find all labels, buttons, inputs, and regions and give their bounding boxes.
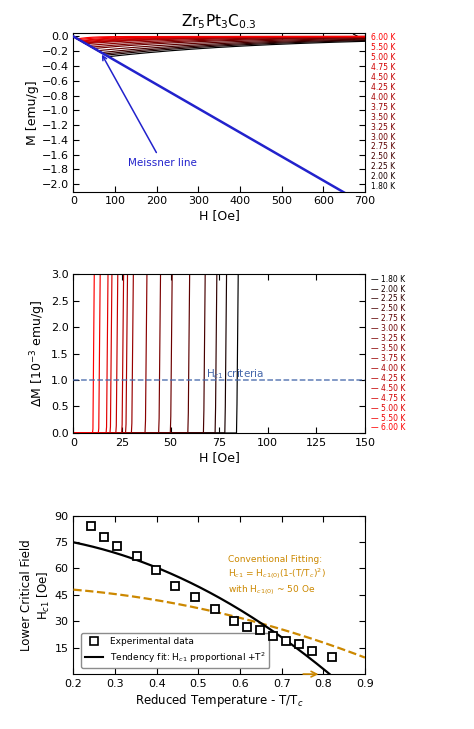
Title: Zr$_5$Pt$_3$C$_{0.3}$: Zr$_5$Pt$_3$C$_{0.3}$: [182, 12, 257, 31]
Y-axis label: $\Delta$M [10$^{-3}$ emu/g]: $\Delta$M [10$^{-3}$ emu/g]: [28, 300, 48, 408]
Text: — 3.50 K: — 3.50 K: [371, 344, 405, 353]
Text: — 3.25 K: — 3.25 K: [371, 334, 405, 343]
X-axis label: Reduced Temperature - T/T$_c$: Reduced Temperature - T/T$_c$: [135, 692, 303, 709]
Text: H$_{c1}$ criteria: H$_{c1}$ criteria: [206, 367, 264, 381]
Text: — 4.75 K: — 4.75 K: [371, 394, 405, 402]
Text: — 2.00 K: — 2.00 K: [371, 284, 405, 294]
Text: — 6.00 K: — 6.00 K: [371, 424, 405, 432]
Text: — 1.80 K: — 1.80 K: [371, 275, 405, 284]
Text: — 2.50 K: — 2.50 K: [371, 305, 405, 313]
Text: 4.25 K: 4.25 K: [371, 83, 395, 92]
Legend: Experimental data, Tendency fit: H$_{c1}$ proportional +T$^2$: Experimental data, Tendency fit: H$_{c1}…: [81, 633, 269, 668]
Y-axis label: M [emu/g]: M [emu/g]: [26, 80, 39, 144]
Text: 3.00 K: 3.00 K: [371, 133, 395, 141]
Text: 2.00 K: 2.00 K: [371, 172, 395, 182]
Text: 4.00 K: 4.00 K: [371, 93, 395, 102]
Text: 4.75 K: 4.75 K: [371, 63, 395, 72]
Text: — 4.00 K: — 4.00 K: [371, 364, 405, 373]
X-axis label: H [Oe]: H [Oe]: [199, 451, 240, 464]
Text: 2.50 K: 2.50 K: [371, 152, 395, 161]
Text: 5.50 K: 5.50 K: [371, 43, 395, 52]
Text: — 3.00 K: — 3.00 K: [371, 324, 405, 333]
Text: 2.75 K: 2.75 K: [371, 142, 395, 152]
Text: 2.25 K: 2.25 K: [371, 163, 395, 171]
Text: Conventional Fitting:
H$_{c1}$ = H$_{c1(0)}$(1-(T/T$_c$)$^2$)
with H$_{c1(0)}$ ~: Conventional Fitting: H$_{c1}$ = H$_{c1(…: [228, 555, 326, 597]
Text: — 3.75 K: — 3.75 K: [371, 354, 405, 363]
Text: — 4.50 K: — 4.50 K: [371, 383, 405, 393]
Text: — 4.25 K: — 4.25 K: [371, 374, 405, 383]
Text: — 5.00 K: — 5.00 K: [371, 404, 405, 413]
Text: 3.75 K: 3.75 K: [371, 103, 395, 112]
Text: 3.25 K: 3.25 K: [371, 122, 395, 132]
Text: 4.50 K: 4.50 K: [371, 73, 395, 82]
Y-axis label: Lower Critical Field
H$_{c1}$ [Oe]: Lower Critical Field H$_{c1}$ [Oe]: [20, 539, 52, 651]
Text: 6.00 K: 6.00 K: [371, 34, 395, 42]
Text: — 2.75 K: — 2.75 K: [371, 314, 405, 324]
Text: Meissner line: Meissner line: [103, 56, 197, 168]
Text: — 2.25 K: — 2.25 K: [371, 295, 405, 303]
X-axis label: H [Oe]: H [Oe]: [199, 209, 240, 222]
Text: 5.00 K: 5.00 K: [371, 53, 395, 62]
Text: 3.50 K: 3.50 K: [371, 113, 395, 122]
Text: — 5.50 K: — 5.50 K: [371, 413, 405, 423]
Text: 1.80 K: 1.80 K: [371, 182, 395, 191]
